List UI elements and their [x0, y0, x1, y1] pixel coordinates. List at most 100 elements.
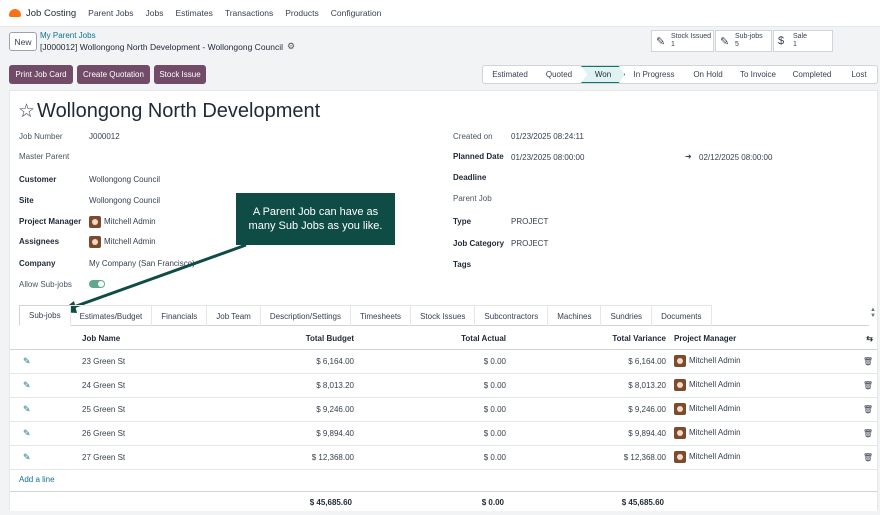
tab-timesheets[interactable]: Timesheets: [350, 305, 412, 326]
trash-icon[interactable]: 🗑: [862, 428, 873, 438]
stage-won[interactable]: Won: [581, 66, 625, 83]
edit-icon[interactable]: ✎: [23, 379, 31, 390]
job-title[interactable]: Wollongong North Development: [37, 100, 321, 122]
planned-end-field[interactable]: 02/12/2025 08:00:00: [699, 153, 773, 162]
create-quotation-button[interactable]: Create Quotation: [77, 65, 150, 84]
table-row[interactable]: ✎ 23 Green St $ 6,164.00 $ 0.00 $ 6,164.…: [10, 349, 877, 374]
job-name-cell[interactable]: 27 Green St: [78, 445, 208, 470]
tab-description-settings[interactable]: Description/Settings: [259, 305, 351, 326]
pm-cell[interactable]: Mitchell Admin: [670, 445, 842, 470]
control-panel: New My Parent Jobs [J000012] Wollongong …: [0, 27, 880, 57]
gear-icon[interactable]: ⚙: [287, 41, 296, 51]
stage-quoted[interactable]: Quoted: [545, 70, 573, 79]
menu-configuration[interactable]: Configuration: [330, 8, 382, 18]
table-row[interactable]: ✎ 25 Green St $ 9,246.00 $ 0.00 $ 9,246.…: [10, 397, 877, 422]
actual-cell: $ 0.00: [358, 397, 510, 422]
col-total-variance[interactable]: Total Variance: [510, 329, 670, 350]
allow-sub-jobs-label: Allow Sub-jobs: [19, 280, 72, 289]
tab-sundries[interactable]: Sundries: [600, 305, 653, 326]
budget-cell: $ 9,894.40: [208, 421, 358, 446]
breadcrumb-current: [J000012] Wollongong North Development -…: [40, 41, 284, 52]
stock-issued-smart-button[interactable]: ✎ Stock Issued 1: [651, 30, 714, 52]
sub-jobs-smart-button[interactable]: ✎ Sub-jobs 5: [715, 30, 772, 52]
tab-estimates-budget[interactable]: Estimates/Budget: [69, 305, 153, 326]
pm-cell[interactable]: Mitchell Admin: [670, 421, 842, 446]
table-row[interactable]: ✎ 24 Green St $ 8,013.20 $ 0.00 $ 8,013.…: [10, 373, 877, 398]
tab-machines[interactable]: Machines: [547, 305, 602, 326]
record-title: ☆ Wollongong North Development: [18, 100, 320, 123]
tab-stock-issues[interactable]: Stock Issues: [410, 305, 476, 326]
stage-completed[interactable]: Completed: [792, 70, 832, 79]
site-field[interactable]: Wollongong Council: [89, 196, 161, 205]
stage-estimated[interactable]: Estimated: [492, 70, 528, 79]
pm-cell[interactable]: Mitchell Admin: [670, 397, 842, 422]
stage-on-hold[interactable]: On Hold: [693, 70, 723, 79]
add-a-line-link[interactable]: Add a line: [19, 475, 55, 484]
sale-smart-button[interactable]: $ Sale 1: [773, 30, 833, 52]
trash-icon[interactable]: 🗑: [862, 452, 873, 462]
edit-icon[interactable]: ✎: [23, 355, 31, 366]
job-number-field[interactable]: J000012: [89, 132, 120, 141]
tabs-scroll-arrows[interactable]: ▲ ▼: [870, 307, 876, 319]
tab-financials[interactable]: Financials: [151, 305, 208, 326]
allow-sub-jobs-toggle[interactable]: [89, 280, 105, 288]
job-name-cell[interactable]: 25 Green St: [78, 397, 208, 422]
budget-cell: $ 9,246.00: [208, 397, 358, 422]
breadcrumb: [J000012] Wollongong North Development -…: [40, 41, 295, 52]
breadcrumb-parent-link[interactable]: My Parent Jobs: [40, 31, 96, 40]
pm-cell[interactable]: Mitchell Admin: [670, 373, 842, 398]
customer-field[interactable]: Wollongong Council: [89, 175, 161, 184]
new-button[interactable]: New: [9, 32, 37, 51]
type-label: Type: [453, 217, 472, 226]
trash-icon[interactable]: 🗑: [862, 356, 873, 366]
edit-icon[interactable]: ✎: [23, 403, 31, 414]
print-job-card-button[interactable]: Print Job Card: [9, 65, 73, 84]
stage-to-invoice[interactable]: To Invoice: [739, 70, 777, 79]
job-name-cell[interactable]: 23 Green St: [78, 349, 208, 374]
table-header-row: Job Name Total Budget Total Actual Total…: [10, 329, 877, 350]
project-manager-field[interactable]: Mitchell Admin: [89, 216, 156, 228]
app-brand[interactable]: Job Costing: [9, 8, 76, 19]
stat-label: Sale: [793, 33, 808, 40]
col-job-name[interactable]: Job Name: [78, 329, 208, 350]
created-on-value: 01/23/2025 08:24:11: [511, 132, 584, 141]
stage-lost[interactable]: Lost: [851, 70, 867, 79]
tab-job-team[interactable]: Job Team: [206, 305, 261, 326]
table-row[interactable]: ✎ 26 Green St $ 9,894.40 $ 0.00 $ 9,894.…: [10, 421, 877, 446]
sub-jobs-table: Job Name Total Budget Total Actual Total…: [10, 329, 877, 470]
menu-jobs[interactable]: Jobs: [145, 8, 164, 18]
assignees-field[interactable]: Mitchell Admin: [89, 236, 156, 248]
stock-issue-button[interactable]: Stock Issue: [154, 65, 206, 84]
edit-icon[interactable]: ✎: [23, 451, 31, 462]
job-name-cell[interactable]: 24 Green St: [78, 373, 208, 398]
variance-cell: $ 9,246.00: [510, 397, 670, 422]
actual-cell: $ 0.00: [358, 421, 510, 446]
job-category-field[interactable]: PROJECT: [511, 239, 549, 248]
pm-cell[interactable]: Mitchell Admin: [670, 349, 842, 374]
edit-icon[interactable]: ✎: [23, 427, 31, 438]
tab-documents[interactable]: Documents: [651, 305, 712, 326]
planned-start-field[interactable]: 01/23/2025 08:00:00: [511, 153, 585, 162]
menu-products[interactable]: Products: [285, 8, 319, 18]
col-total-actual[interactable]: Total Actual: [358, 329, 510, 350]
trash-icon[interactable]: 🗑: [862, 404, 873, 414]
tab-sub-jobs[interactable]: Sub-jobs: [19, 305, 71, 326]
actual-cell: $ 0.00: [358, 373, 510, 398]
actual-cell: $ 0.00: [358, 349, 510, 374]
tab-subcontractors[interactable]: Subcontractors: [474, 305, 549, 326]
trash-icon[interactable]: 🗑: [862, 380, 873, 390]
top-navbar: Job Costing Parent Jobs Jobs Estimates T…: [0, 0, 880, 27]
stage-in-progress[interactable]: In Progress: [633, 70, 675, 79]
column-settings-icon[interactable]: ⇆: [842, 329, 877, 350]
company-field[interactable]: My Company (San Francisco): [89, 259, 195, 268]
project-manager-name: Mitchell Admin: [104, 217, 156, 227]
menu-estimates[interactable]: Estimates: [175, 8, 213, 18]
col-total-budget[interactable]: Total Budget: [208, 329, 358, 350]
menu-transactions[interactable]: Transactions: [224, 8, 274, 18]
job-name-cell[interactable]: 26 Green St: [78, 421, 208, 446]
table-row[interactable]: ✎ 27 Green St $ 12,368.00 $ 0.00 $ 12,36…: [10, 445, 877, 470]
type-field[interactable]: PROJECT: [511, 217, 549, 226]
col-project-manager[interactable]: Project Manager: [670, 329, 842, 350]
menu-parent-jobs[interactable]: Parent Jobs: [88, 8, 134, 18]
star-icon[interactable]: ☆: [18, 101, 36, 122]
